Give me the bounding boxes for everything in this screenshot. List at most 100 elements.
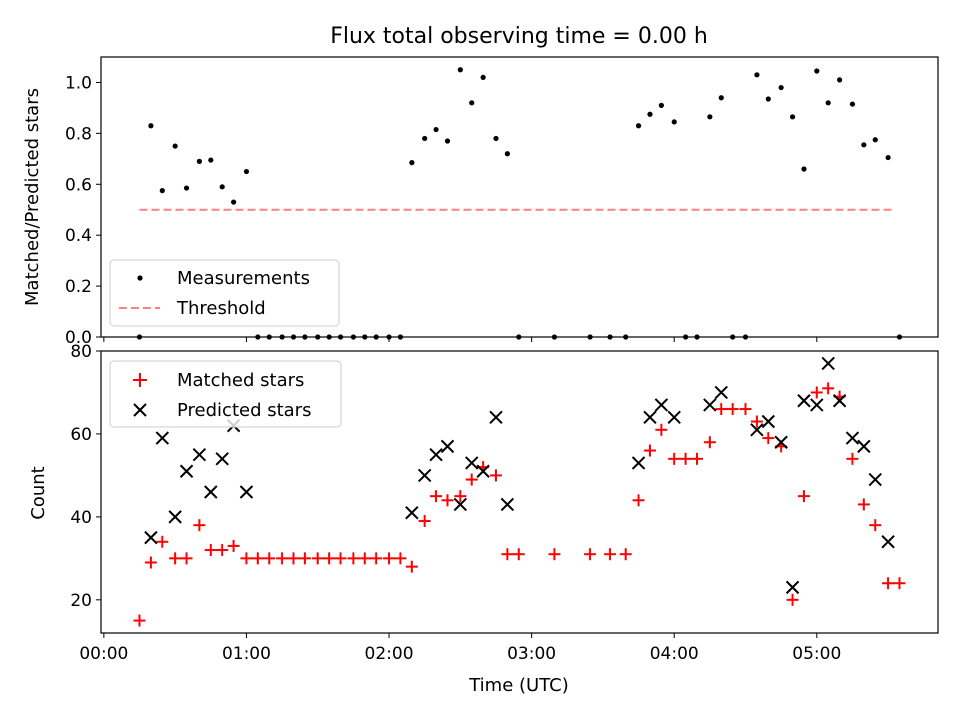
- measurement-point: [814, 68, 820, 74]
- predicted-star-point: [631, 456, 646, 470]
- matched-star-point: [311, 552, 324, 565]
- bottom-axes-ticks: 20 40 60 80 00:00 01:00 02:00 03:00 04:00 05:00: [70, 342, 841, 664]
- measurement-point: [754, 72, 760, 78]
- matched-star-point: [263, 552, 276, 565]
- measurement-point: [789, 114, 796, 120]
- matched-star-point: [169, 552, 182, 565]
- measurement-point: [635, 123, 642, 129]
- measurement-point: [885, 154, 891, 161]
- bottom-legend: Matched stars Predicted stars: [109, 360, 342, 428]
- matched-star-point: [726, 403, 739, 416]
- matched-star-point: [287, 552, 300, 565]
- measurement-point: [480, 74, 486, 80]
- measurement-point: [196, 158, 202, 164]
- bottom-ytick-label: 80: [70, 342, 92, 362]
- matched-star-point: [454, 490, 467, 503]
- measurement-point: [243, 168, 250, 175]
- measurement-point: [422, 135, 428, 142]
- measurement-point: [837, 77, 843, 83]
- predicted-star-point: [144, 530, 158, 545]
- figure-title: Flux total observing time = 0.00 h: [330, 24, 708, 49]
- top-ytick-label: 0.8: [65, 124, 92, 144]
- predicted-star-point: [168, 510, 182, 524]
- predicted-star-point: [761, 414, 776, 429]
- matched-star-point: [298, 552, 311, 565]
- measurement-point: [433, 126, 439, 133]
- xtick-label: 05:00: [792, 644, 841, 664]
- matched-star-point: [604, 548, 617, 561]
- top-legend: Measurements Threshold: [109, 259, 340, 327]
- matched-star-point: [180, 552, 193, 565]
- measurement-point: [469, 100, 475, 106]
- bottom-ytick-label: 40: [70, 508, 92, 528]
- matched-star-point: [857, 498, 870, 511]
- predicted-star-point: [453, 497, 468, 512]
- matched-star-point: [501, 548, 514, 561]
- top-ytick-label: 0.2: [65, 277, 92, 297]
- top-legend-box: [109, 259, 340, 327]
- predicted-star-point: [654, 398, 669, 412]
- predicted-star-point: [405, 506, 419, 520]
- bottom-panel: Count 20 40 60 80 00:00 01:00 02:00 03:00 04:00 0…: [28, 342, 939, 696]
- matched-star-point: [334, 552, 347, 565]
- legend-label-measurements: Measurements: [177, 268, 310, 289]
- matched-star-point: [703, 436, 716, 449]
- measurement-point: [849, 101, 856, 107]
- measurement-point: [231, 199, 237, 205]
- top-axes-ticks: 0.0 0.2 0.4 0.6 0.8 1.0: [65, 73, 818, 348]
- matched-star-point: [512, 548, 525, 561]
- predicted-star-point: [239, 485, 254, 499]
- predicted-star-point: [785, 580, 800, 595]
- measurement-point: [778, 84, 784, 91]
- matched-star-point: [383, 552, 396, 565]
- predicted-star-point: [179, 464, 194, 478]
- matched-star-point: [643, 444, 656, 457]
- predicted-star-point: [810, 398, 824, 412]
- measurement-point: [647, 111, 653, 117]
- predicted-star-point: [643, 410, 657, 425]
- bottom-plot-area: [133, 356, 906, 627]
- matched-star-point: [739, 403, 752, 416]
- predicted-star-point: [845, 431, 860, 445]
- matched-star-point: [750, 415, 763, 428]
- matched-star-point: [619, 548, 632, 561]
- measurement-point: [444, 138, 451, 144]
- top-plot-area: [136, 67, 903, 340]
- predicted-star-point: [155, 431, 170, 445]
- predicted-star-point: [750, 423, 764, 437]
- matched-star-point: [668, 452, 681, 465]
- matched-star-point: [632, 494, 645, 507]
- matched-star-point: [358, 552, 371, 565]
- bottom-axes-frame: [100, 350, 939, 634]
- measurement-point: [148, 123, 154, 129]
- xtick-label: 02:00: [365, 644, 414, 664]
- xtick-label: 03:00: [507, 644, 556, 664]
- measurement-point: [861, 142, 867, 148]
- matched-star-point: [679, 452, 692, 465]
- matched-star-point: [405, 560, 418, 573]
- matched-star-point: [204, 544, 217, 557]
- measurement-point: [658, 102, 664, 108]
- bottom-ytick-label: 20: [70, 591, 92, 611]
- matched-star-point: [193, 519, 206, 532]
- top-ytick-label: 0.4: [65, 226, 92, 246]
- predicted-star-point: [667, 410, 681, 425]
- bottom-ytick-label: 60: [70, 425, 92, 445]
- top-ylabel: Matched/Predicted stars: [22, 88, 43, 306]
- legend-label-predicted: Predicted stars: [177, 400, 311, 421]
- matched-star-point: [762, 432, 775, 445]
- bottom-ylabel: Count: [28, 466, 49, 519]
- predicted-star-point: [476, 464, 490, 478]
- legend-marker-matched: [133, 373, 147, 387]
- matched-star-point: [251, 552, 264, 565]
- xtick-label: 01:00: [222, 644, 271, 664]
- predicted-star-point: [440, 439, 455, 454]
- measurement-point: [504, 151, 510, 157]
- measurement-point: [671, 119, 677, 125]
- matched-star-point: [893, 577, 906, 590]
- x-axis-label: Time (UTC): [468, 675, 569, 696]
- measurement-point: [172, 143, 178, 149]
- matched-star-point: [465, 473, 478, 486]
- predicted-star-point: [429, 447, 443, 462]
- matched-star-point: [394, 552, 407, 565]
